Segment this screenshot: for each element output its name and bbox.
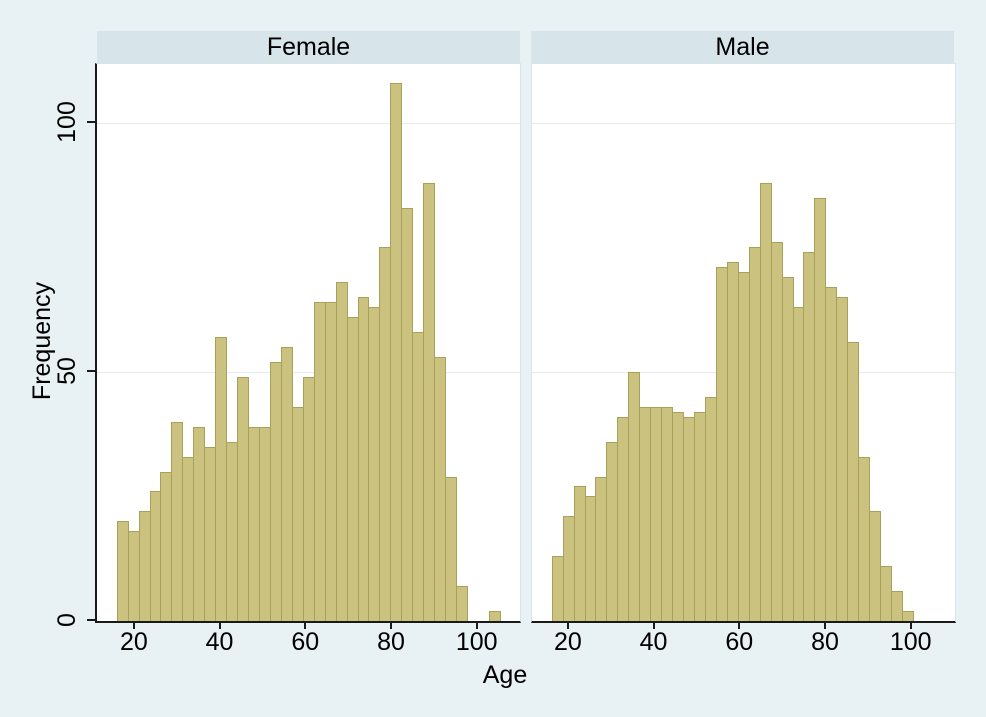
x-tick-label: 40 (205, 628, 234, 656)
panel-header-male: Male (531, 31, 954, 63)
x-tick-label: 100 (889, 628, 932, 656)
y-tick-label: 0 (53, 613, 81, 627)
histogram-bar (901, 611, 914, 621)
x-tick-mark (652, 622, 655, 629)
y-tick-mark (87, 120, 95, 123)
x-tick-label: 20 (119, 628, 148, 656)
panel-title-male: Male (715, 33, 770, 61)
x-tick-mark (475, 622, 478, 629)
histogram-bar (488, 611, 501, 621)
histogram-bar (891, 591, 903, 621)
histogram-bar (456, 586, 468, 621)
x-tick-label: 60 (725, 628, 754, 656)
y-axis-title: Frequency (28, 281, 56, 401)
x-tick-mark (738, 622, 741, 629)
gridline-100 (97, 122, 520, 124)
y-tick-label: 50 (53, 356, 81, 385)
gridline-50 (97, 371, 520, 373)
x-tick-mark (566, 622, 569, 629)
x-tick-mark (304, 622, 307, 629)
x-tick-mark (132, 622, 135, 629)
x-tick-label: 20 (553, 628, 582, 656)
x-tick-mark (390, 622, 392, 629)
x-tick-label: 100 (455, 628, 498, 656)
histogram-bar (445, 476, 458, 621)
y-tick-mark (87, 369, 95, 372)
panel-header-female: Female (97, 31, 520, 63)
x-axis-title: Age (482, 661, 528, 689)
gridline-100 (532, 122, 955, 124)
x-tick-label: 60 (291, 628, 320, 656)
plot-area-female (95, 63, 521, 623)
x-tick-mark (909, 622, 912, 629)
x-tick-mark (218, 622, 221, 629)
x-tick-label: 80 (811, 628, 839, 656)
x-tick-mark (824, 622, 826, 629)
panel-title-female: Female (266, 33, 351, 61)
y-tick-label: 100 (53, 100, 81, 143)
y-tick-mark (87, 619, 95, 621)
plot-area-male (531, 63, 956, 623)
x-tick-label: 40 (639, 628, 668, 656)
x-tick-label: 80 (377, 628, 405, 656)
